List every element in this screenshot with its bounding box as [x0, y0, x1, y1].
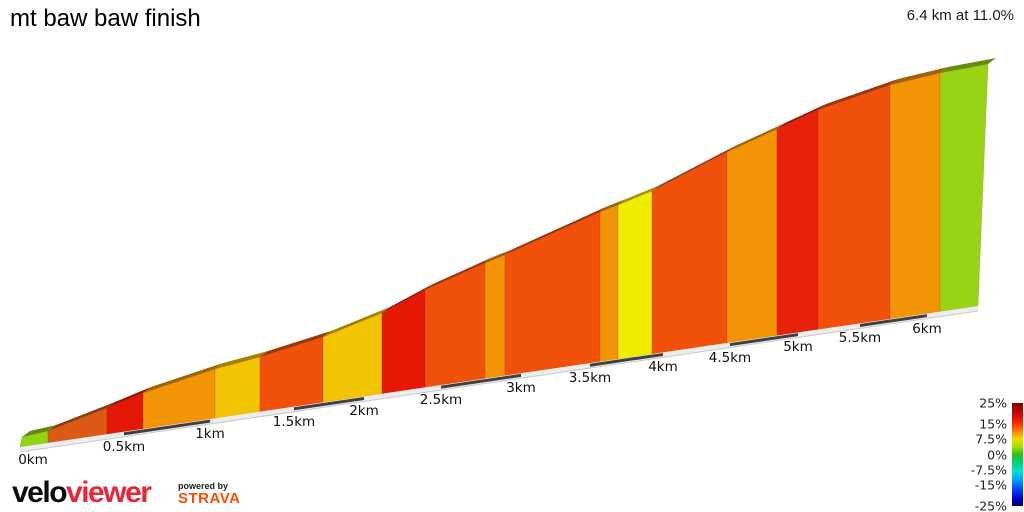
- axis-tick-dash: [590, 352, 663, 367]
- segment-ridge: [48, 402, 115, 431]
- segment-ridge: [485, 249, 513, 263]
- powered-by-label: powered by: [178, 481, 229, 491]
- distance-label: 5.5km: [838, 330, 882, 347]
- axis-tick-dash: [730, 333, 798, 347]
- distance-label: 2km: [349, 403, 379, 420]
- axis-tick-dash: [124, 419, 210, 436]
- veloviewer-logo-velo: velo: [12, 476, 68, 509]
- segment-ridge: [652, 146, 735, 191]
- axis-tick-dash: [294, 396, 364, 411]
- segment-ridge: [777, 104, 826, 129]
- segment-face: [651, 151, 728, 355]
- segment-face: [424, 262, 486, 388]
- segment-face: [617, 190, 653, 360]
- veloviewer-logo-viewer: viewer: [66, 476, 152, 509]
- legend-label: -7.5%: [970, 462, 1007, 478]
- segment-face: [817, 84, 891, 330]
- segment-ridge: [940, 58, 996, 73]
- legend-label: -25%: [974, 498, 1007, 512]
- veloviewer-logo[interactable]: veloviewer: [12, 476, 152, 509]
- legend-label: 15%: [979, 416, 1007, 432]
- distance-label: 4km: [648, 359, 678, 376]
- segment-ridge: [618, 185, 660, 205]
- legend-label: 7.5%: [975, 431, 1007, 447]
- distance-label: 1.5km: [272, 413, 316, 430]
- segment-face: [939, 63, 989, 313]
- segment-ridge: [22, 425, 56, 437]
- distance-label: 0km: [18, 452, 48, 469]
- distance-label: 3.5km: [568, 370, 612, 387]
- segment-face: [322, 312, 383, 403]
- distance-label: 0.5km: [102, 438, 146, 455]
- segment-ridge: [890, 67, 948, 85]
- strava-logo[interactable]: STRAVA: [178, 490, 241, 507]
- segment-ridge: [260, 331, 331, 357]
- segment-face: [381, 289, 426, 395]
- page-title: mt baw baw finish: [10, 5, 201, 32]
- distance-label: 5km: [783, 339, 813, 356]
- segment-ridge: [107, 387, 151, 408]
- baseline-edge: [19, 310, 979, 453]
- segment-face: [484, 254, 506, 379]
- distance-label: 2.5km: [419, 392, 463, 409]
- distance-label: 3km: [506, 380, 536, 397]
- legend-label: 25%: [979, 395, 1007, 411]
- segment-ridge: [505, 206, 608, 255]
- segment-ridge: [818, 79, 898, 110]
- segment-ridge: [727, 123, 785, 152]
- segment-face: [259, 336, 324, 413]
- segment-face: [726, 128, 778, 344]
- axis-tick-dash: [441, 373, 521, 389]
- climb-summary: 6.4 km at 11.0%: [906, 7, 1014, 24]
- segment-ridge: [425, 257, 493, 290]
- segment-face: [889, 72, 941, 320]
- distance-label: 6km: [912, 320, 942, 337]
- distance-label: 4.5km: [708, 349, 752, 366]
- legend-label: 0%: [987, 447, 1007, 462]
- segment-ridge: [143, 363, 223, 393]
- segment-ridge: [215, 351, 268, 369]
- segment-ridge: [323, 307, 390, 337]
- gradient-legend-bar: [1012, 403, 1023, 506]
- distance-label: 1km: [195, 426, 225, 443]
- axis-tick-dash: [860, 314, 927, 327]
- segment-ridge: [600, 199, 626, 212]
- legend-label: -15%: [974, 477, 1007, 493]
- segment-face: [504, 211, 601, 377]
- segment-face: [599, 204, 619, 363]
- segment-face: [776, 109, 819, 337]
- segment-ridge: [382, 284, 433, 313]
